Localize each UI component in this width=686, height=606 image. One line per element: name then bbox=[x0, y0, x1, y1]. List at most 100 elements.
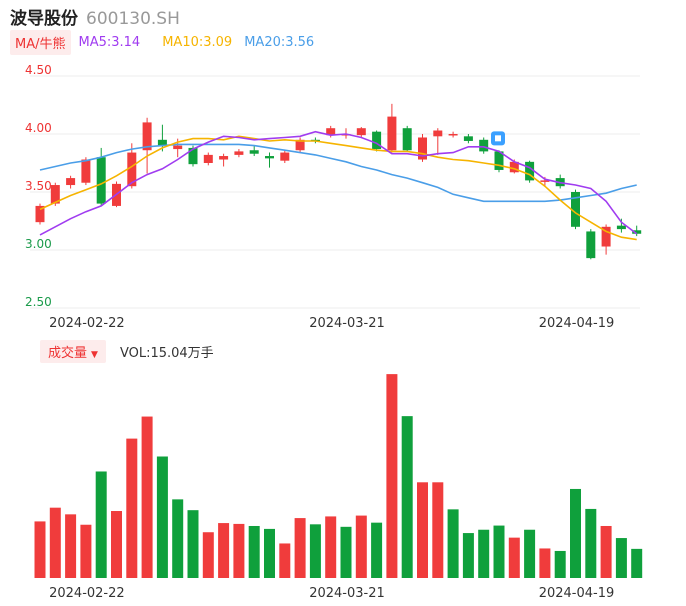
volume-bar bbox=[539, 548, 551, 578]
candle bbox=[81, 159, 91, 183]
candle bbox=[234, 151, 244, 155]
candle bbox=[632, 230, 642, 234]
volume-bar bbox=[294, 518, 306, 578]
ma20-line bbox=[39, 143, 637, 203]
volume-x-tick-label: 2024-02-22 bbox=[49, 586, 125, 601]
candle bbox=[616, 225, 626, 230]
volume-bar bbox=[355, 515, 367, 578]
ma-selector-button[interactable]: MA/牛熊 bbox=[10, 29, 71, 55]
chevron-down-icon: ▼ bbox=[91, 349, 98, 360]
volume-bar bbox=[156, 456, 168, 578]
volume-bar bbox=[202, 532, 214, 578]
volume-bar bbox=[508, 537, 520, 578]
volume-bar bbox=[141, 416, 153, 578]
candle bbox=[173, 145, 183, 150]
candle bbox=[494, 151, 504, 170]
volume-bar bbox=[432, 482, 444, 578]
volume-bar bbox=[371, 522, 383, 578]
volume-bar bbox=[95, 471, 107, 578]
volume-bar bbox=[524, 529, 536, 578]
ma-legend: MA/牛熊 MA5:3.14 MA10:3.09 MA20:3.56 bbox=[10, 29, 315, 55]
candle bbox=[265, 156, 274, 159]
volume-bar bbox=[631, 548, 643, 578]
volume-bar bbox=[585, 508, 597, 578]
candle bbox=[35, 205, 45, 223]
volume-bar bbox=[264, 528, 275, 578]
y-tick-label: 3.50 bbox=[25, 179, 52, 193]
volume-bar bbox=[615, 538, 627, 578]
ma10-line bbox=[39, 135, 637, 241]
candle bbox=[387, 116, 397, 151]
y-tick-label: 3.00 bbox=[25, 237, 52, 251]
volume-bar bbox=[187, 510, 199, 578]
x-tick-label: 2024-03-21 bbox=[309, 316, 385, 331]
candle bbox=[448, 134, 458, 136]
volume-bar bbox=[570, 488, 581, 578]
volume-x-tick-label: 2024-03-21 bbox=[309, 586, 385, 601]
volume-bar bbox=[279, 543, 291, 578]
volume-value: VOL:15.04万手 bbox=[119, 345, 214, 361]
volume-bar bbox=[111, 511, 122, 578]
candle bbox=[188, 147, 198, 165]
candle bbox=[326, 128, 336, 136]
volume-bar bbox=[65, 514, 77, 578]
volume-bar bbox=[401, 416, 413, 578]
candle bbox=[525, 161, 535, 181]
candle bbox=[463, 136, 473, 141]
candle bbox=[571, 192, 580, 227]
volume-bar bbox=[340, 526, 352, 578]
candle bbox=[142, 122, 152, 151]
volume-bar bbox=[600, 525, 612, 578]
candle bbox=[356, 128, 366, 136]
volume-tag-label: 成交量 bbox=[48, 345, 88, 361]
candle bbox=[540, 180, 550, 182]
volume-bar bbox=[248, 525, 260, 578]
volume-bar bbox=[309, 524, 321, 578]
candle bbox=[418, 137, 427, 160]
candle bbox=[280, 152, 290, 161]
volume-bar bbox=[49, 507, 61, 578]
candle bbox=[433, 130, 443, 137]
candle bbox=[509, 161, 519, 173]
volume-bar bbox=[233, 523, 245, 578]
volume-bar bbox=[493, 525, 505, 578]
volume-bar bbox=[462, 533, 474, 578]
ma20-legend: MA20:3.56 bbox=[244, 34, 315, 50]
volume-bar bbox=[218, 523, 230, 578]
candle bbox=[479, 139, 489, 152]
candle bbox=[372, 131, 382, 150]
y-tick-label: 2.50 bbox=[25, 295, 52, 309]
x-tick-label: 2024-02-22 bbox=[49, 316, 125, 331]
event-marker-icon-inner bbox=[495, 135, 501, 142]
candle bbox=[586, 231, 596, 259]
volume-bar bbox=[447, 509, 459, 578]
candle bbox=[66, 178, 76, 186]
volume-bar bbox=[325, 516, 337, 578]
ma5-legend: MA5:3.14 bbox=[78, 34, 141, 50]
volume-selector-button[interactable]: 成交量 ▼ bbox=[40, 339, 106, 363]
candle bbox=[50, 185, 60, 204]
candle bbox=[96, 157, 106, 204]
volume-bar bbox=[172, 499, 184, 578]
volume-bar bbox=[386, 374, 398, 578]
candle bbox=[127, 152, 137, 187]
volume-bar bbox=[34, 521, 46, 578]
candle bbox=[203, 154, 213, 163]
volume-legend: 成交量 ▼ VOL:15.04万手 bbox=[40, 339, 214, 363]
volume-bar bbox=[80, 524, 92, 578]
candle bbox=[402, 128, 412, 151]
volume-bar bbox=[554, 550, 566, 578]
candle bbox=[249, 150, 259, 154]
volume-x-tick-label: 2024-04-19 bbox=[539, 586, 615, 601]
candle bbox=[601, 226, 611, 247]
candle bbox=[219, 156, 229, 160]
ma10-legend: MA10:3.09 bbox=[162, 34, 233, 50]
volume-bar bbox=[478, 529, 490, 578]
candle bbox=[157, 139, 167, 146]
stock-code: 600130.SH bbox=[86, 9, 180, 29]
stock-name: 波导股份 bbox=[10, 9, 78, 29]
y-tick-label: 4.00 bbox=[25, 121, 52, 135]
candle bbox=[295, 139, 305, 151]
x-tick-label: 2024-04-19 bbox=[539, 316, 615, 331]
